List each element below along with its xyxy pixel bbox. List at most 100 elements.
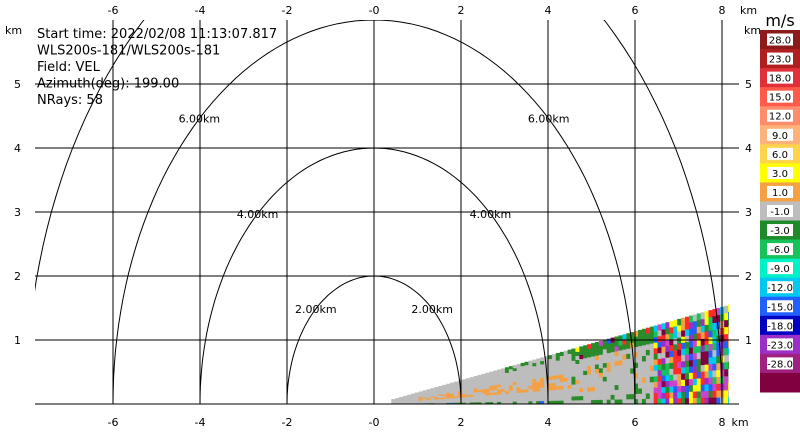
sector-cell (465, 378, 471, 381)
sector-cell (708, 397, 713, 404)
sector-cell (446, 396, 451, 399)
sector-cell (669, 368, 674, 375)
sector-cell (512, 390, 518, 394)
sector-cell (481, 388, 486, 392)
sector-cell (681, 354, 686, 362)
sector-cell (524, 376, 529, 381)
sector-cell (712, 349, 717, 357)
sector-cell (403, 395, 408, 397)
sector-cell (641, 361, 647, 367)
sector-cell (614, 379, 619, 386)
sector-cell (728, 382, 729, 391)
sector-cell (481, 391, 486, 394)
sector-cell (414, 397, 420, 399)
sector-cell (618, 374, 623, 380)
sector-cell (457, 398, 463, 402)
sector-cell (532, 381, 537, 386)
sector-cell (618, 394, 623, 400)
sector-cell (645, 354, 651, 361)
sector-cell (481, 380, 486, 383)
sector-cell (555, 374, 561, 379)
sector-cell (418, 394, 424, 396)
sector-cell (661, 386, 666, 393)
sector-cell (426, 390, 431, 392)
sector-cell (461, 388, 467, 391)
sector-cell (399, 402, 404, 404)
colorbar: 28.0 23.0 18.0 15.0 12.0 9.0 6.0 3.0 1.0 -1.0 -3.0… (760, 11, 800, 393)
sector-cell (501, 398, 506, 402)
sector-cell (544, 376, 549, 381)
sector-cell (532, 362, 537, 367)
sector-cell (399, 401, 404, 403)
sector-cell (516, 398, 521, 402)
sector-cell (454, 394, 459, 397)
sector-cell (681, 397, 686, 404)
sector-cell (634, 388, 639, 394)
sector-cell (418, 393, 424, 395)
sector-cell (598, 381, 604, 387)
sector-cell (489, 392, 494, 396)
sector-cell (426, 391, 431, 393)
sector-cell (430, 389, 435, 391)
sector-cell (454, 399, 459, 402)
sector-cell (426, 392, 431, 394)
sector-cell (630, 368, 635, 374)
sector-cell (450, 402, 455, 404)
sector-cell (504, 380, 510, 384)
sector-cell (626, 373, 631, 380)
sector-cell (532, 372, 537, 376)
sector-cell (434, 393, 439, 395)
sector-cell (653, 392, 659, 399)
sector-cell (508, 374, 514, 378)
sector-cell (641, 382, 647, 389)
sector-cell (598, 354, 604, 360)
sector-cell (512, 401, 518, 404)
sector-cell (438, 392, 443, 395)
sector-cell (712, 322, 717, 330)
sector-cell (602, 381, 608, 387)
sector-cell (575, 387, 580, 393)
sector-cell (575, 395, 580, 401)
sector-cell (442, 387, 447, 390)
sector-cell (692, 333, 698, 341)
sector-cell (465, 402, 471, 404)
colorbar-label: 12.0 (769, 112, 791, 123)
sector-cell (422, 390, 428, 392)
sector-cell (450, 390, 455, 393)
sector-cell (536, 361, 541, 366)
sector-cell (626, 388, 631, 395)
sector-cell (438, 397, 443, 400)
sector-cell (403, 402, 408, 404)
sector-cell (528, 379, 533, 383)
range-ring-label: 4.00km (237, 208, 279, 221)
sector-cell (626, 363, 631, 369)
sector-cell (481, 384, 486, 388)
sector-cell (716, 321, 721, 329)
sector-cell (493, 382, 498, 386)
sector-cell (485, 399, 490, 403)
sector-cell (501, 381, 506, 385)
sector-cell (641, 334, 647, 340)
colorbar-label: -9.0 (770, 264, 790, 275)
sector-cell (504, 372, 510, 376)
sector-cell (422, 398, 428, 400)
sector-cell (649, 348, 655, 355)
sector-cell (700, 397, 705, 404)
sector-cell (512, 395, 518, 399)
sector-cell (641, 328, 647, 335)
sector-cell (395, 398, 400, 400)
sector-cell (544, 390, 549, 395)
sector-cell (528, 363, 533, 368)
x-tick-label-top: -6 (108, 4, 119, 17)
sector-cell (528, 366, 533, 371)
sector-cell (728, 361, 729, 369)
sector-cell (477, 381, 482, 384)
sector-cell (504, 396, 510, 400)
sector-cell (571, 356, 576, 361)
sector-cell (587, 348, 592, 354)
sector-cell (716, 349, 721, 357)
sector-cell (540, 357, 545, 362)
sector-cell (602, 339, 608, 345)
sector-cell (618, 369, 623, 375)
sector-cell (583, 391, 588, 397)
